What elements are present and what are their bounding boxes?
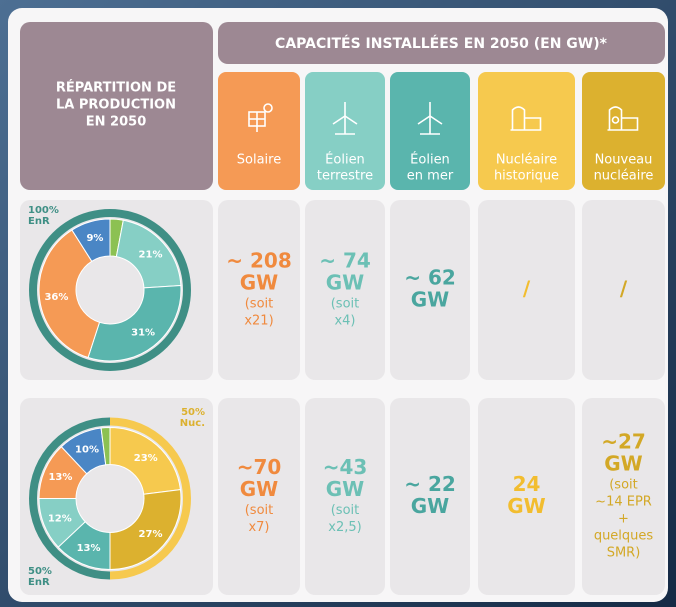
capacity-value: GW bbox=[604, 452, 642, 476]
ring-label: EnR bbox=[28, 216, 50, 227]
segment-label: 12% bbox=[48, 513, 72, 524]
value-cell bbox=[305, 398, 385, 595]
capacity-value: ~ 62 bbox=[404, 266, 456, 290]
icon bbox=[611, 116, 620, 124]
capacity-value: ~27 bbox=[601, 430, 646, 454]
capacity-value: GW bbox=[507, 494, 545, 518]
column-header bbox=[582, 72, 665, 190]
ring-label: EnR bbox=[28, 577, 50, 588]
column-label: nucléaire bbox=[594, 169, 654, 184]
segment-label: 13% bbox=[48, 472, 72, 483]
capacity-value: ~ 74 bbox=[319, 249, 371, 273]
donut-segment bbox=[38, 229, 101, 359]
value-cell bbox=[218, 200, 300, 380]
segment-label: 31% bbox=[131, 328, 155, 339]
donut-segment bbox=[71, 218, 111, 262]
segment-label: 9% bbox=[86, 233, 103, 244]
value-cell bbox=[390, 398, 470, 595]
column-header bbox=[478, 72, 575, 190]
icon bbox=[332, 115, 346, 125]
icon bbox=[344, 115, 358, 125]
column-label: Solaire bbox=[237, 153, 281, 168]
icon bbox=[607, 106, 639, 131]
capacity-value: ~70 bbox=[237, 455, 282, 479]
left-header bbox=[20, 22, 213, 190]
segment-label: 21% bbox=[139, 249, 163, 260]
ring-label: 100% bbox=[28, 205, 59, 216]
ring-segment bbox=[29, 417, 111, 580]
capacity-note: x2,5) bbox=[328, 520, 361, 535]
donut-segment bbox=[109, 489, 182, 571]
capacity-value: GW bbox=[240, 271, 278, 295]
capacity-value: GW bbox=[411, 494, 449, 518]
capacity-note: (soit bbox=[245, 503, 274, 518]
column-label: Éolien bbox=[325, 152, 365, 168]
ring-label: Nuc. bbox=[180, 418, 205, 429]
capacity-value: ~43 bbox=[323, 455, 368, 479]
left-title: EN 2050 bbox=[86, 115, 146, 130]
segment-label: 36% bbox=[44, 292, 68, 303]
column-label: Nouveau bbox=[595, 153, 653, 168]
value-cell bbox=[582, 398, 665, 595]
value-cell bbox=[478, 200, 575, 380]
capacity-value: GW bbox=[411, 288, 449, 312]
capacity-value: ~ 22 bbox=[404, 472, 456, 496]
capacity-note: x7) bbox=[248, 520, 269, 535]
value-cell bbox=[390, 200, 470, 380]
capacity-note: ~14 EPR bbox=[595, 495, 652, 510]
capacity-note: x21) bbox=[244, 314, 273, 329]
segment-label: 27% bbox=[139, 529, 163, 540]
capacity-note: SMR) bbox=[607, 546, 641, 561]
segment-label: 13% bbox=[77, 543, 101, 554]
segment-label: 23% bbox=[134, 453, 158, 464]
capacity-value: / bbox=[620, 277, 628, 301]
capacity-note: quelques bbox=[594, 529, 654, 544]
capacity-value: GW bbox=[240, 477, 278, 501]
column-header bbox=[218, 72, 300, 190]
capacity-value: ~ 208 bbox=[226, 249, 291, 273]
capacity-value: / bbox=[523, 277, 531, 301]
capacity-note: (soit bbox=[609, 478, 638, 493]
capacity-value: GW bbox=[326, 477, 364, 501]
ring-label: 50% bbox=[28, 566, 52, 577]
top-title: CAPACITÉS INSTALLÉES EN 2050 (EN GW)* bbox=[275, 35, 608, 52]
column-label: Éolien bbox=[410, 152, 450, 168]
capacity-note: (soit bbox=[331, 503, 360, 518]
left-title: RÉPARTITION DE bbox=[56, 80, 176, 96]
value-cell bbox=[218, 398, 300, 595]
icon bbox=[417, 115, 431, 125]
value-cell bbox=[582, 200, 665, 380]
capacity-note: x4) bbox=[334, 314, 355, 329]
top-header bbox=[218, 22, 665, 64]
icon bbox=[510, 106, 542, 131]
donut-segment bbox=[100, 426, 111, 466]
left-title: LA PRODUCTION bbox=[56, 98, 176, 113]
capacity-value: 24 bbox=[513, 472, 541, 496]
column-label: en mer bbox=[407, 169, 454, 184]
capacity-note: + bbox=[618, 512, 629, 527]
value-cell bbox=[305, 200, 385, 380]
capacity-note: (soit bbox=[331, 297, 360, 312]
column-label: historique bbox=[494, 169, 559, 184]
capacity-note: (soit bbox=[245, 297, 274, 312]
icon bbox=[263, 103, 273, 113]
icon bbox=[429, 115, 443, 125]
column-label: Nucléaire bbox=[496, 153, 557, 168]
column-label: terrestre bbox=[317, 169, 373, 184]
donut-segment bbox=[87, 285, 182, 362]
ring-segment bbox=[110, 417, 191, 580]
capacity-value: GW bbox=[326, 271, 364, 295]
segment-label: 10% bbox=[75, 445, 99, 456]
ring-label: 50% bbox=[181, 407, 205, 418]
value-cell bbox=[478, 398, 575, 595]
